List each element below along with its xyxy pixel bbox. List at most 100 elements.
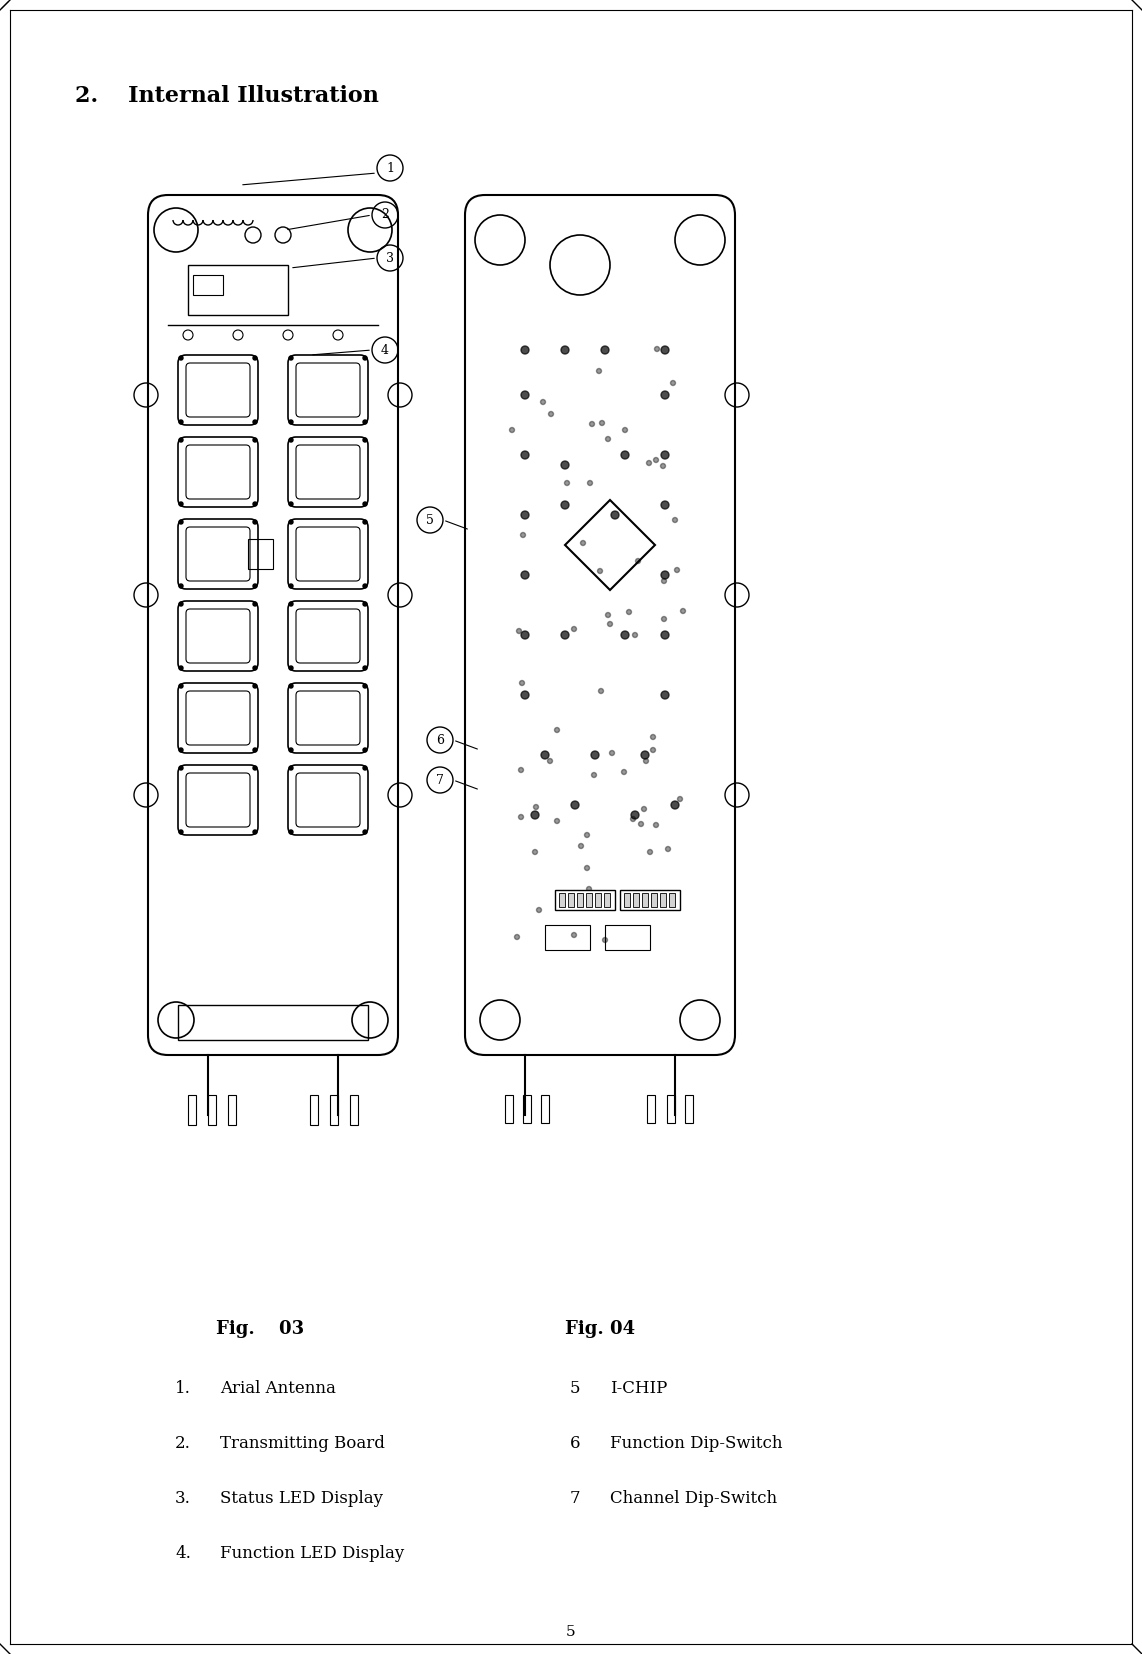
Circle shape	[654, 346, 659, 352]
Text: Arial Antenna: Arial Antenna	[220, 1379, 336, 1398]
Circle shape	[521, 691, 529, 700]
Circle shape	[363, 766, 367, 771]
Bar	[178, 1006, 368, 1040]
Circle shape	[521, 390, 529, 399]
Text: 5: 5	[566, 1624, 576, 1639]
FancyBboxPatch shape	[186, 528, 250, 581]
Circle shape	[179, 766, 183, 771]
FancyBboxPatch shape	[288, 600, 368, 672]
Circle shape	[661, 571, 669, 579]
FancyBboxPatch shape	[296, 609, 360, 663]
Bar	[604, 893, 610, 906]
Circle shape	[179, 685, 183, 688]
Circle shape	[571, 801, 579, 809]
Circle shape	[521, 511, 529, 519]
Circle shape	[673, 518, 677, 523]
Circle shape	[600, 420, 604, 425]
Circle shape	[661, 452, 669, 460]
Text: 1.: 1.	[175, 1379, 191, 1398]
Text: Channel Dip-Switch: Channel Dip-Switch	[610, 1490, 777, 1507]
Circle shape	[589, 422, 595, 427]
Bar	[228, 1095, 236, 1125]
Text: Transmitting Board: Transmitting Board	[220, 1436, 385, 1452]
Circle shape	[254, 584, 257, 589]
Text: 7: 7	[436, 774, 444, 787]
Circle shape	[632, 810, 640, 819]
Circle shape	[289, 519, 293, 524]
FancyBboxPatch shape	[186, 609, 250, 663]
Circle shape	[289, 830, 293, 834]
Circle shape	[555, 819, 560, 824]
Circle shape	[518, 814, 523, 819]
Circle shape	[537, 908, 541, 913]
Circle shape	[254, 766, 257, 771]
Circle shape	[561, 501, 569, 509]
Circle shape	[363, 602, 367, 605]
Text: 1: 1	[386, 162, 394, 175]
Text: 2.  Internal Illustration: 2. Internal Illustration	[75, 84, 379, 108]
FancyBboxPatch shape	[296, 362, 360, 417]
Circle shape	[254, 420, 257, 423]
Circle shape	[363, 420, 367, 423]
Circle shape	[289, 766, 293, 771]
Circle shape	[179, 420, 183, 423]
Circle shape	[605, 612, 611, 617]
Bar	[558, 893, 565, 906]
Bar	[651, 893, 657, 906]
FancyBboxPatch shape	[178, 519, 258, 589]
Circle shape	[363, 685, 367, 688]
Text: Fig.  03: Fig. 03	[216, 1320, 304, 1338]
Circle shape	[608, 622, 612, 627]
Bar	[555, 890, 616, 910]
Circle shape	[621, 769, 627, 774]
Circle shape	[179, 584, 183, 589]
Circle shape	[179, 503, 183, 506]
Bar	[541, 1095, 549, 1123]
Circle shape	[585, 832, 589, 837]
Circle shape	[633, 632, 637, 637]
FancyBboxPatch shape	[178, 766, 258, 835]
FancyBboxPatch shape	[288, 519, 368, 589]
Bar	[669, 893, 675, 906]
Circle shape	[363, 519, 367, 524]
Circle shape	[611, 511, 619, 519]
Text: Function Dip-Switch: Function Dip-Switch	[610, 1436, 782, 1452]
Circle shape	[254, 748, 257, 753]
Circle shape	[627, 610, 632, 615]
Circle shape	[254, 438, 257, 442]
Circle shape	[675, 567, 679, 572]
FancyBboxPatch shape	[148, 195, 399, 1055]
Text: I-CHIP: I-CHIP	[610, 1379, 667, 1398]
FancyBboxPatch shape	[288, 437, 368, 508]
Circle shape	[521, 346, 529, 354]
Bar	[568, 893, 574, 906]
Circle shape	[630, 817, 635, 822]
Circle shape	[646, 460, 651, 465]
Circle shape	[561, 630, 569, 638]
Circle shape	[561, 461, 569, 470]
Circle shape	[289, 667, 293, 670]
Circle shape	[661, 691, 669, 700]
Text: Function LED Display: Function LED Display	[220, 1545, 404, 1561]
Circle shape	[363, 830, 367, 834]
Circle shape	[254, 519, 257, 524]
Circle shape	[555, 728, 560, 733]
Circle shape	[363, 356, 367, 361]
Circle shape	[666, 847, 670, 852]
Text: 5: 5	[570, 1379, 580, 1398]
Circle shape	[179, 748, 183, 753]
Bar	[624, 893, 630, 906]
Circle shape	[681, 609, 685, 614]
Circle shape	[289, 420, 293, 423]
Circle shape	[643, 759, 649, 764]
FancyBboxPatch shape	[178, 683, 258, 753]
Bar	[188, 1095, 196, 1125]
Circle shape	[179, 519, 183, 524]
Text: Fig. 04: Fig. 04	[565, 1320, 635, 1338]
Bar	[595, 893, 601, 906]
Circle shape	[587, 887, 592, 892]
Circle shape	[660, 463, 666, 468]
Circle shape	[661, 501, 669, 509]
Circle shape	[521, 630, 529, 638]
FancyBboxPatch shape	[288, 766, 368, 835]
